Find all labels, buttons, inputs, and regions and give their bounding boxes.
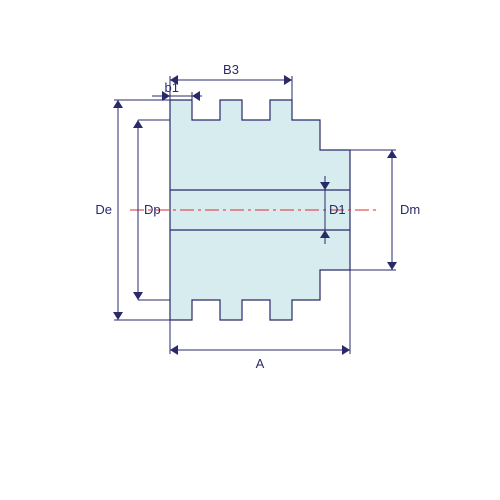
- label-Dp: Dp: [144, 202, 161, 217]
- label-B3: B3: [223, 62, 239, 77]
- sprocket-section-diagram: b1B3ADeDpD1Dm: [0, 0, 500, 500]
- label-De: De: [95, 202, 112, 217]
- label-D1: D1: [329, 202, 346, 217]
- label-Dm: Dm: [400, 202, 420, 217]
- label-A: A: [256, 356, 265, 371]
